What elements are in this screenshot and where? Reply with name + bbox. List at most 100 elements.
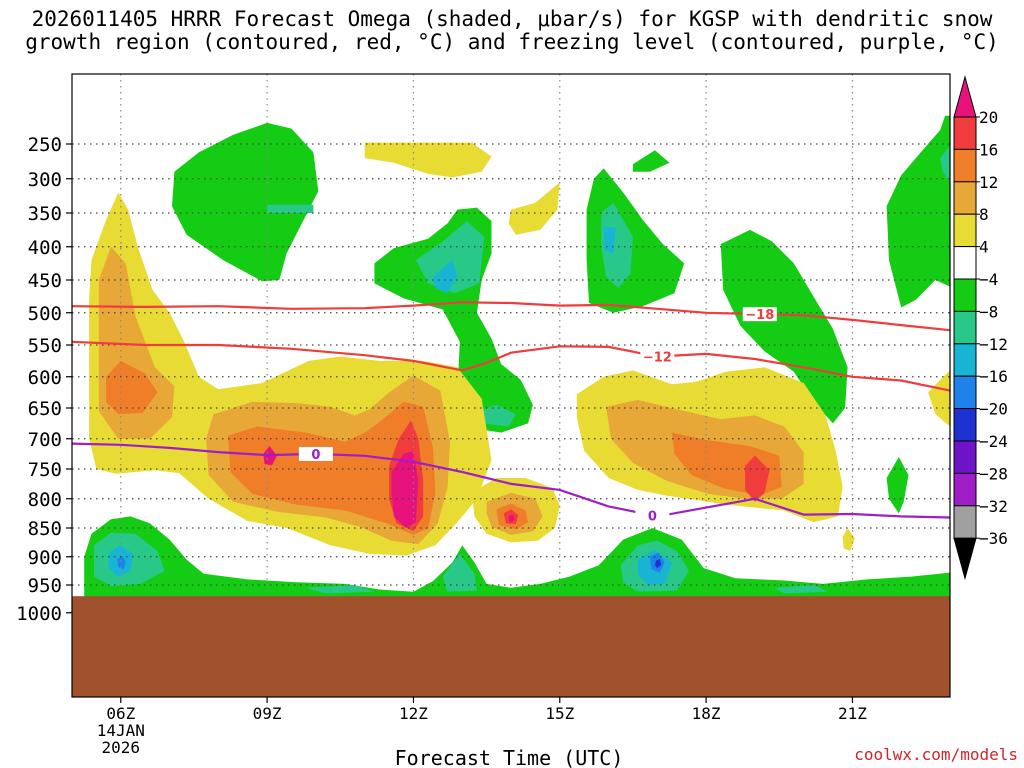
colorbar-bin-8 [953,343,977,377]
y-tick-label-700: 700 [28,429,62,451]
omega-region-orange2-10z [228,401,436,535]
contour-minus-18-isotherm [71,301,951,332]
y-tick-label-350: 350 [28,203,62,225]
site-credit[interactable]: coolwx.com/models [854,745,1018,764]
colorbar: 20 16 12 8 4 −4 −8 −12 −16 −20 −24 −28 −32 −36 [953,75,1008,581]
y-tick-label-500: 500 [28,303,62,325]
x-tick-label-06Z-sub1: 14JAN [97,721,145,740]
x-axis-label: Forecast Time (UTC) [395,746,624,768]
omega-region-magenta-12z [391,450,419,528]
colorbar-bin-10 [953,408,977,442]
colorbar-label-2: 12 [979,173,998,192]
omega-region-upper-green-19z [720,229,848,424]
colorbar-bin-5 [953,246,977,280]
colorbar-label-8: −16 [979,367,1008,386]
ground-fill [72,596,950,697]
y-tick-label-300: 300 [28,169,62,191]
omega-region-upper-teal-23z [940,145,950,183]
omega-region-upper-teal-16z [601,202,633,288]
colorbar-label-10: −24 [979,432,1008,451]
contour-label-minus-12-isotherm: −12 [643,350,672,365]
contour-label-minus-12-isotherm-bg [640,349,675,364]
y-tick-label-600: 600 [28,367,62,389]
omega-region-upper-green-22z [886,115,950,308]
colorbar-label-5: −4 [979,270,998,289]
y-tick-label-900: 900 [28,547,62,569]
y-tick-label-550: 550 [28,335,62,357]
colorbar-bin-13 [953,505,977,539]
omega-region-green-low-06z [84,516,950,598]
omega-region-upper-yellow-14z [508,182,560,235]
x-tick-label-06Z-sub2: 2026 [102,738,141,757]
y-tick-label-750: 750 [28,459,62,481]
y-tick-label-450: 450 [28,270,62,292]
contour-label-zero-isotherm-2-bg [635,508,670,523]
omega-region-mid-teal-13z [476,404,516,427]
x-tick-label-06Z: 06Z [106,704,135,723]
x-tick-label-21Z: 21Z [838,704,867,723]
contour-zero-isotherm [71,442,951,519]
colorbar-label-3: 8 [979,205,989,224]
omega-region-mid-teal-12z [415,221,485,294]
omega-region-teal-low-13z [442,553,477,592]
omega-region-upper-teal-09z [267,204,314,213]
chart-title: 2026011405 HRRR Forecast Omega (shaded, … [0,8,1024,54]
colorbar-label-13: −36 [979,529,1008,548]
colorbar-bin-12 [953,472,977,507]
omega-region-red-19z [745,455,770,502]
contour-label-zero-isotherm: 0 [311,448,320,463]
colorbar-label-0: 20 [979,108,998,127]
colorbar-bin-9 [953,375,977,410]
title-line-1: 2026011405 HRRR Forecast Omega (shaded, … [31,7,993,31]
omega-region-upper-yellow-11z [364,142,492,178]
contour-label-zero-isotherm-bg [298,446,333,461]
colorbar-arrow-bottom [953,537,977,581]
y-tick-label-650: 650 [28,398,62,420]
colorbar-label-11: −28 [979,464,1008,483]
omega-region-small-green-22z [886,457,909,514]
omega-region-orange2-06z [106,360,158,415]
y-tick-label-250: 250 [28,134,62,156]
colorbar-label-1: 16 [979,140,998,159]
contour-label-minus-18-isotherm-bg [742,307,777,322]
omega-region-yellow-21z [842,528,855,551]
omega-region-teal-low-10z [306,585,375,594]
omega-region-navy-low-17z [654,559,662,569]
plot-frame [71,73,951,698]
colorbar-label-12: −32 [979,497,1008,516]
omega-region-magenta-14z [508,514,515,523]
y-tick-label-1000: 1000 [16,603,62,625]
y-tick-label-400: 400 [28,237,62,259]
y-tick-label-950: 950 [28,575,62,597]
colorbar-bin-3 [953,181,977,215]
x-tick-label-12Z: 12Z [399,704,428,723]
x-tick-label-18Z: 18Z [692,704,721,723]
contour-lines: −18 −12 0 0 [71,301,951,524]
x-tick-label-09Z: 09Z [253,704,282,723]
colorbar-bin-2 [953,148,977,183]
omega-region-teal-low-20z [774,585,829,594]
colorbar-bin-4 [953,213,977,248]
omega-shading [84,115,950,598]
contour-label-zero-isotherm-2: 0 [648,509,657,524]
y-tick-label-850: 850 [28,518,62,540]
y-axis: 250 300 350 400 450 500 550 600 650 700 750 800 850 9… [16,134,72,625]
colorbar-bin-11 [953,440,977,474]
x-tick-label-15Z: 15Z [545,704,574,723]
omega-region-right-yellow-23z [928,370,950,427]
contour-label-minus-18-isotherm: −18 [745,308,774,323]
colorbar-label-7: −12 [979,335,1008,354]
omega-region-small-green-17z [632,150,670,172]
grid-lines [72,74,950,697]
colorbar-label-6: −8 [979,302,998,321]
omega-region-upper-green-09z [172,122,319,282]
title-line-2: growth region (contoured, red, °C) and f… [25,30,999,54]
colorbar-bin-7 [953,310,977,345]
colorbar-label-9: −20 [979,400,1008,419]
omega-region-mid-cyan-12z [433,260,458,294]
colorbar-bin-1 [953,116,977,150]
colorbar-arrow-top [953,75,977,118]
y-tick-label-800: 800 [28,489,62,511]
